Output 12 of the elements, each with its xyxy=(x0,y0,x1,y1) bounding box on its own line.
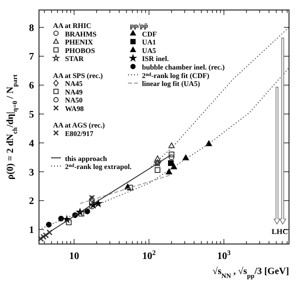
y-tick-label: 3 xyxy=(29,167,34,178)
y-tick-label: 5 xyxy=(29,110,34,120)
x-tick-label: 10$^{3}$ xyxy=(217,249,232,262)
x-tick-label: 10$^{2}$ xyxy=(142,249,156,262)
y-tick-label: 8 xyxy=(29,22,34,34)
x-tick-label: 10 xyxy=(69,251,80,262)
y-tick-label: 1 xyxy=(29,225,34,236)
y-tick-label: 6 xyxy=(29,80,34,92)
y-tick-label: 4 xyxy=(29,138,34,150)
x-axis-title: √s$_{NN}$ , √s$_{pp}$/3 [GeV] xyxy=(212,266,289,280)
y-tick-label: 7 xyxy=(29,52,34,63)
y-tick-label: 2 xyxy=(29,196,34,208)
